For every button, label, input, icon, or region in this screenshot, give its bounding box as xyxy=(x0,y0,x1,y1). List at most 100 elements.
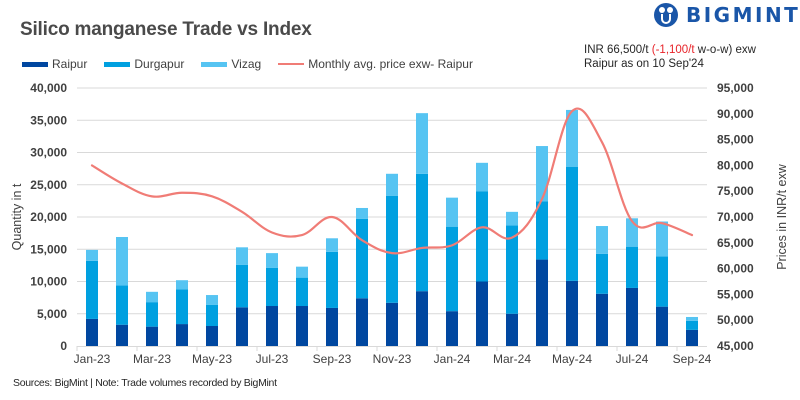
bar-raipur-dec-23 xyxy=(416,291,428,346)
bar-raipur-feb-23 xyxy=(116,324,128,346)
x-tick-label: Mar-24 xyxy=(493,352,531,366)
y2-tick-label: 65,000 xyxy=(717,236,754,250)
bar-vizag-jul-23 xyxy=(266,253,278,268)
y2-tick-label: 55,000 xyxy=(717,287,754,301)
bar-durgapur-jan-24 xyxy=(446,226,458,312)
bar-vizag-sep-23 xyxy=(326,238,338,252)
source-note: Sources: BigMint | Note: Trade volumes r… xyxy=(13,377,277,389)
bar-durgapur-dec-23 xyxy=(416,173,428,292)
price-note-line2: Raipur as on 10 Sep'24 xyxy=(584,58,704,70)
legend-item-price: Monthly avg. price exw- Raipur xyxy=(278,57,473,71)
y-tick-label: 0 xyxy=(60,339,67,353)
y2-tick-label: 85,000 xyxy=(717,133,754,147)
x-tick-label: Nov-23 xyxy=(373,352,412,366)
bar-durgapur-jun-24 xyxy=(596,253,608,294)
bar-durgapur-oct-23 xyxy=(356,218,368,299)
legend-label-durgapur: Durgapur xyxy=(134,57,185,71)
y-tick-label: 40,000 xyxy=(30,81,67,95)
bar-vizag-feb-24 xyxy=(476,162,488,192)
bar-durgapur-may-23 xyxy=(206,304,218,327)
bar-raipur-jul-23 xyxy=(266,306,278,346)
x-tick-label: May-23 xyxy=(192,352,232,366)
bigmint-logo-icon xyxy=(654,3,678,27)
bar-vizag-feb-23 xyxy=(116,236,128,286)
legend-item-durgapur: Durgapur xyxy=(104,57,184,71)
y2-tick-label: 50,000 xyxy=(717,313,754,327)
bar-durgapur-aug-24 xyxy=(656,256,668,307)
legend-label-raipur: Raipur xyxy=(52,57,88,71)
bar-durgapur-apr-23 xyxy=(176,289,188,325)
bar-vizag-apr-23 xyxy=(176,280,188,290)
bar-vizag-may-23 xyxy=(206,295,218,305)
bar-vizag-jun-23 xyxy=(236,247,248,265)
legend-label-vizag: Vizag xyxy=(231,57,262,71)
bar-raipur-nov-23 xyxy=(386,302,398,346)
x-tick-label: Jan-24 xyxy=(434,352,471,366)
y2-tick-label: 90,000 xyxy=(717,107,754,121)
bar-vizag-jan-23 xyxy=(86,249,98,261)
price-note-value: INR 66,500/t xyxy=(584,44,652,56)
bar-raipur-may-24 xyxy=(566,280,578,346)
bar-raipur-jan-23 xyxy=(86,318,98,346)
price-note-suffix: w-o-w) exw xyxy=(694,44,756,56)
bar-durgapur-jul-23 xyxy=(266,267,278,307)
legend-swatch-price xyxy=(278,63,305,65)
bar-durgapur-feb-23 xyxy=(116,285,128,325)
y-axis-label: Quantity in t xyxy=(10,183,24,250)
bar-durgapur-sep-24 xyxy=(686,320,698,330)
y2-axis-label: Prices in INR/t exw xyxy=(775,163,789,270)
bar-vizag-oct-23 xyxy=(356,207,368,219)
y2-tick-label: 60,000 xyxy=(717,262,754,276)
y-tick-label: 10,000 xyxy=(30,275,67,289)
x-tick-label: Jan-23 xyxy=(74,352,111,366)
bar-durgapur-jun-23 xyxy=(236,264,248,308)
legend-swatch-vizag xyxy=(201,61,228,67)
y2-tick-label: 70,000 xyxy=(717,210,754,224)
y2-tick-label: 80,000 xyxy=(717,158,754,172)
bar-durgapur-mar-23 xyxy=(146,302,158,327)
bar-durgapur-sep-23 xyxy=(326,251,338,308)
bar-vizag-jan-24 xyxy=(446,197,458,227)
bar-vizag-mar-23 xyxy=(146,291,158,303)
legend-item-raipur: Raipur xyxy=(22,57,87,71)
price-note-change: (-1,100/t xyxy=(651,44,695,56)
bar-durgapur-aug-23 xyxy=(296,277,308,307)
x-tick-label: May-24 xyxy=(552,352,592,366)
bar-raipur-may-23 xyxy=(206,326,218,346)
bar-raipur-aug-23 xyxy=(296,306,308,346)
x-tick-label: Mar-23 xyxy=(133,352,171,366)
legend-swatch-raipur xyxy=(22,61,48,67)
legend-label-price: Monthly avg. price exw- Raipur xyxy=(308,57,473,71)
bar-raipur-jan-24 xyxy=(446,311,458,346)
bar-vizag-dec-23 xyxy=(416,113,428,174)
bar-raipur-oct-23 xyxy=(356,298,368,346)
y-tick-label: 25,000 xyxy=(30,178,67,192)
x-tick-label: Sep-24 xyxy=(673,352,712,366)
bar-durgapur-nov-23 xyxy=(386,195,398,303)
legend-swatch-durgapur xyxy=(104,61,131,67)
bar-raipur-apr-23 xyxy=(176,324,188,346)
bar-vizag-aug-23 xyxy=(296,266,308,278)
bar-durgapur-apr-24 xyxy=(536,201,548,260)
bar-raipur-mar-24 xyxy=(506,313,518,346)
bar-raipur-sep-23 xyxy=(326,307,338,346)
y-tick-label: 35,000 xyxy=(30,113,67,127)
bar-vizag-sep-24 xyxy=(686,316,698,321)
x-tick-label: Jul-23 xyxy=(256,352,289,366)
bar-vizag-mar-24 xyxy=(506,211,518,226)
y2-tick-label: 75,000 xyxy=(717,184,754,198)
y-tick-label: 20,000 xyxy=(30,210,67,224)
bar-durgapur-feb-24 xyxy=(476,191,488,282)
bars xyxy=(86,109,698,346)
bar-raipur-aug-24 xyxy=(656,306,668,346)
bar-vizag-apr-24 xyxy=(536,146,548,202)
bar-vizag-aug-24 xyxy=(656,221,668,257)
y-tick-label: 5,000 xyxy=(37,307,67,321)
bar-durgapur-jul-24 xyxy=(626,246,638,288)
price-note: INR 66,500/t (-1,100/t w-o-w) exw Raipur… xyxy=(584,43,756,71)
x-tick-label: Sep-23 xyxy=(313,352,352,366)
right-axis-ticks: 45,000 50,000 55,000 60,000 65,000 70,000 75,0… xyxy=(717,81,754,353)
left-axis-ticks: 0 5,000 10,000 15,000 20,000 25,000 30,000 35,0… xyxy=(30,81,67,353)
bar-vizag-jun-24 xyxy=(596,226,608,254)
brand-name: BIGMINT xyxy=(686,3,800,27)
